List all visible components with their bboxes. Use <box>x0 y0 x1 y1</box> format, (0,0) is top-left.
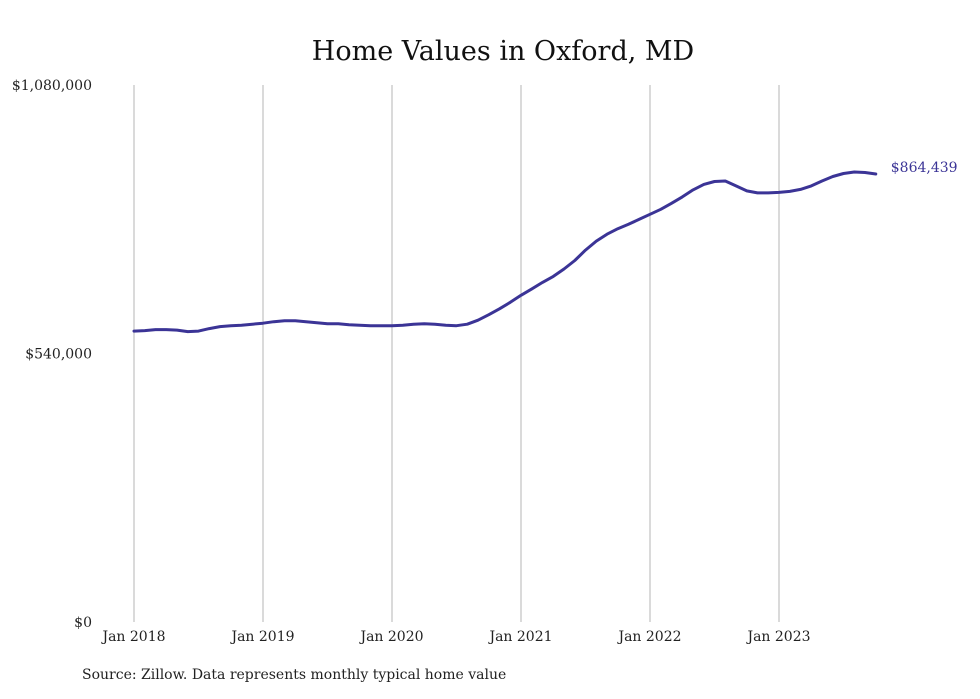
series-layer: $864,439 <box>132 160 958 334</box>
y-axis-ticks: $0 $540,000 $1,080,000 <box>12 78 92 631</box>
series-line-0 <box>132 170 878 334</box>
x-tick-label-3: Jan 2021 <box>487 629 552 645</box>
end-value-label: $864,439 <box>891 160 958 176</box>
x-tick-label-4: Jan 2022 <box>616 629 681 645</box>
x-gridlines <box>133 85 780 622</box>
y-tick-label-2: $1,080,000 <box>12 78 92 94</box>
x-tick-label-2: Jan 2020 <box>358 629 423 645</box>
chart-title: Home Values in Oxford, MD <box>312 36 694 67</box>
x-tick-label-5: Jan 2023 <box>745 629 810 645</box>
x-axis-ticks: Jan 2018 Jan 2019 Jan 2020 Jan 2021 Jan 2022… <box>100 629 810 645</box>
x-tick-label-1: Jan 2019 <box>229 629 294 645</box>
x-tick-label-0: Jan 2018 <box>100 629 165 645</box>
source-note: Source: Zillow. Data represents monthly … <box>82 667 507 683</box>
y-tick-label-0: $0 <box>74 615 92 631</box>
y-tick-label-1: $540,000 <box>25 347 92 363</box>
